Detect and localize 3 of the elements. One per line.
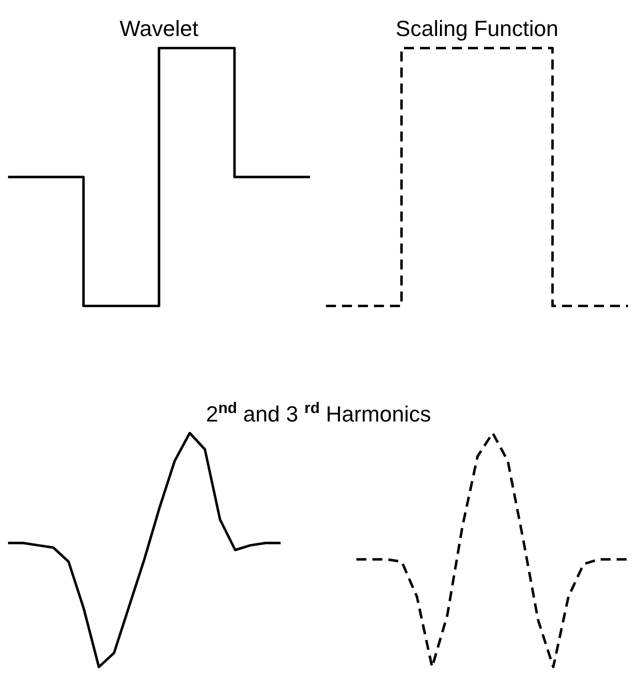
chart-title: 2$^{nd}$ and 3 $^{rd}$ Harmonics <box>206 400 431 427</box>
chart-title: Scaling Function <box>396 16 558 42</box>
chart-title: Wavelet <box>120 16 198 42</box>
